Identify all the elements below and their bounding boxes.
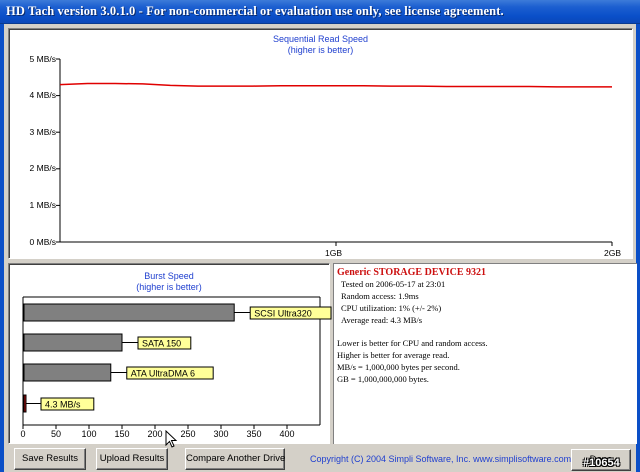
- device-name: Generic STORAGE DEVICE 9321: [337, 267, 486, 278]
- burst-bar-label: SCSI Ultra320: [254, 309, 312, 319]
- copyright-text: Copyright (C) 2004 Simpli Software, Inc.…: [310, 454, 572, 464]
- burst-x-tick-label: 100: [81, 429, 96, 439]
- drive-info-panel: Generic STORAGE DEVICE 9321 Tested on 20…: [333, 263, 637, 444]
- burst-x-tick-label: 200: [147, 429, 162, 439]
- burst-label-box: [40, 397, 95, 411]
- burst-x-tick-label: 250: [180, 429, 195, 439]
- y-tick-label: 3 MB/s: [29, 127, 56, 137]
- burst-bar-label: 4.3 MB/s: [45, 400, 81, 410]
- burst-bar: [23, 303, 235, 322]
- burst-bar: [23, 333, 123, 352]
- legend-note: Higher is better for average read.: [337, 350, 450, 360]
- burst-label-box: [249, 306, 332, 320]
- burst-x-tick-label: 350: [246, 429, 261, 439]
- cpu-utilization: CPU utilization: 1% (+/- 2%): [341, 303, 442, 313]
- save-results-label: Save Results: [22, 453, 78, 464]
- legend-note: MB/s = 1,000,000 bytes per second.: [337, 362, 460, 372]
- seq-chart-title: Sequential Read Speed: [272, 34, 369, 44]
- legend-note: GB = 1,000,000,000 bytes.: [337, 374, 429, 384]
- y-tick-label: 0 MB/s: [29, 237, 56, 247]
- watermark-text: #10654: [583, 457, 620, 469]
- average-read: Average read: 4.3 MB/s: [341, 315, 423, 325]
- mouse-cursor-icon: [165, 430, 178, 448]
- burst-chart-subtitle: (higher is better): [136, 282, 202, 292]
- done-button[interactable]: Done: [571, 449, 631, 471]
- y-tick-label: 5 MB/s: [29, 54, 56, 64]
- random-access: Random access: 1.9ms: [341, 291, 419, 301]
- upload-results-button[interactable]: Upload Results: [96, 448, 168, 470]
- seq-chart-subtitle: (higher is better): [287, 45, 354, 55]
- sequential-read-panel: Sequential Read Speed (higher is better): [8, 28, 633, 259]
- burst-x-tick-label: 0: [20, 429, 25, 439]
- burst-x-tick-label: 50: [51, 429, 61, 439]
- burst-x-tick-label: 400: [279, 429, 294, 439]
- burst-x-tick-label: 300: [213, 429, 228, 439]
- upload-results-label: Upload Results: [99, 453, 165, 464]
- title-bar[interactable]: HD Tach version 3.0.1.0 - For non-commer…: [0, 0, 640, 24]
- burst-chart-title: Burst Speed: [144, 271, 194, 281]
- window-border-left: [0, 24, 4, 472]
- burst-bar-label: ATA UltraDMA 6: [131, 369, 195, 379]
- y-tick-label: 4 MB/s: [29, 90, 56, 100]
- burst-bar: [23, 363, 112, 382]
- burst-label-box: [126, 366, 214, 380]
- burst-bar-label: SATA 150: [142, 339, 181, 349]
- window-title: HD Tach version 3.0.1.0 - For non-commer…: [6, 4, 504, 18]
- done-label: Done: [589, 454, 613, 465]
- compare-drive-button[interactable]: Compare Another Drive: [185, 448, 285, 470]
- y-tick-label: 1 MB/s: [29, 200, 56, 210]
- y-tick-label: 2 MB/s: [29, 163, 56, 173]
- read-speed-line: [59, 82, 612, 88]
- burst-speed-panel: Burst Speed (higher is better): [8, 263, 330, 444]
- save-results-button[interactable]: Save Results: [14, 448, 86, 470]
- tested-on: Tested on 2006-05-17 at 23:01: [341, 279, 446, 289]
- window-border-right: [636, 24, 640, 472]
- compare-drive-label: Compare Another Drive: [186, 453, 286, 464]
- burst-label-box: [137, 336, 192, 350]
- legend-note: Lower is better for CPU and random acces…: [337, 338, 488, 348]
- x-tick-label: 2GB: [604, 248, 622, 258]
- x-tick-label: 1GB: [325, 248, 343, 258]
- burst-bar: [23, 394, 27, 413]
- burst-x-tick-label: 150: [114, 429, 129, 439]
